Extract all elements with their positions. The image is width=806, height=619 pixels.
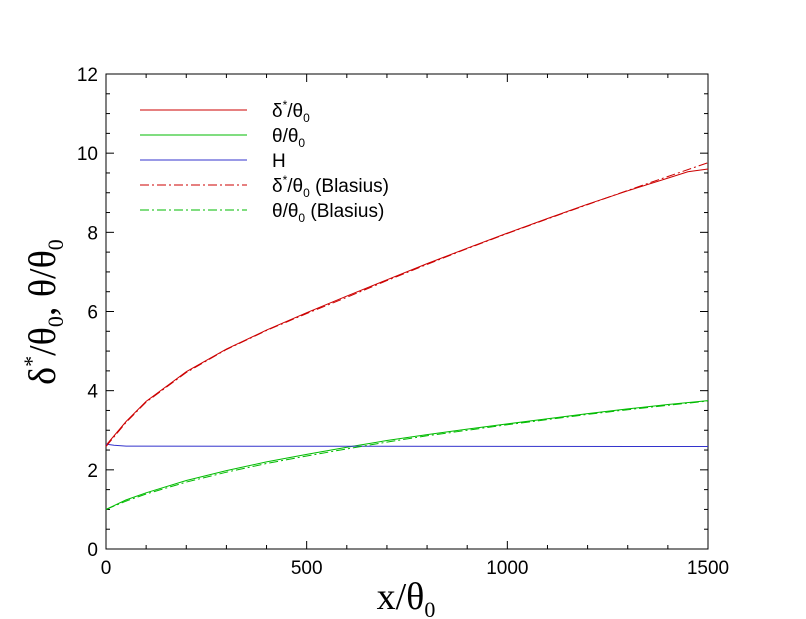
series-line-4 [105,400,709,510]
y-axis-title-sup: * [19,356,44,367]
x-tick-label: 0 [101,558,112,579]
y-axis-title-sub2: 0 [43,239,68,250]
legend-label-mid: /θ [287,176,303,197]
y-tick-label: 6 [87,303,98,324]
legend-label-sub: 0 [298,136,305,150]
series-line-0 [105,168,709,446]
legend-label-2: H [272,151,286,172]
x-axis-title-sub: 0 [424,597,435,619]
y-tick-label: 0 [87,540,98,561]
x-axis-title: x/θ0 [377,576,436,619]
x-axis: 0 500 1000 1500 [101,74,729,579]
legend-label-4: θ/θ0 (Blasius) [272,201,384,225]
y-axis-title-mid: /θ [22,327,64,356]
legend-label-sub: 0 [303,111,310,125]
series-line-3 [105,162,709,447]
series-line-2 [105,443,709,447]
legend-label-0: δ*/θ0 [272,98,310,125]
legend-label-mid: /θ [287,101,303,122]
legend-label-main: δ [272,176,283,197]
series-line-1 [105,400,709,510]
legend-label-main: H [272,151,286,172]
legend-label-tail: (Blasius) [305,201,384,222]
y-tick-label: 2 [87,461,98,482]
legend-label-sup: * [283,173,288,187]
legend-label-1: θ/θ0 [272,126,305,150]
x-tick-label: 1500 [687,558,729,579]
x-tick-label: 500 [291,558,323,579]
x-axis-title-main: x/θ [377,576,425,618]
legend-label-3: δ*/θ0 (Blasius) [272,173,389,200]
y-tick-label: 4 [87,382,98,403]
legend-label-sup: * [283,98,288,112]
y-axis-title-sep: , θ/θ [22,250,64,316]
legend-label-sub: 0 [298,211,305,225]
y-axis: 0 2 4 6 8 10 12 [77,65,708,561]
series-layer [105,162,709,510]
y-axis-title-sub: 0 [43,316,68,327]
x-tick-label: 1000 [486,558,528,579]
legend-label-main: δ [272,101,283,122]
y-tick-label: 8 [87,223,98,244]
legend-label-main: θ/θ [272,201,298,222]
y-tick-label: 12 [77,65,98,86]
legend-label-tail: (Blasius) [310,176,389,197]
legend-label-sub: 0 [303,186,310,200]
y-axis-title: δ*/θ0, θ/θ0 [19,239,68,385]
y-tick-label: 10 [77,144,98,165]
legend-label-main: θ/θ [272,126,298,147]
y-axis-title-delta: δ [22,367,64,385]
